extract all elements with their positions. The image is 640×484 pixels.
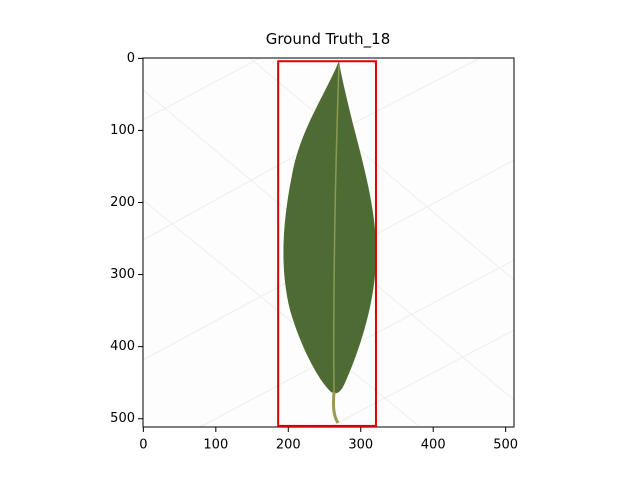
y-tick-label: 400	[110, 339, 135, 354]
leaf-image	[283, 61, 377, 424]
x-tick-label: 400	[421, 438, 446, 453]
x-tick-label: 200	[276, 438, 301, 453]
y-tick-label: 100	[110, 123, 135, 138]
x-tick-label: 300	[348, 438, 373, 453]
axes-frame	[142, 57, 515, 428]
chart-title: Ground Truth_18	[266, 30, 391, 49]
y-tick-label: 200	[110, 195, 135, 210]
y-tick-label: 0	[127, 51, 135, 66]
x-tick-label: 500	[493, 438, 518, 453]
y-tick-label: 500	[110, 411, 135, 426]
bounding-box	[277, 60, 377, 427]
y-tick-label: 300	[110, 267, 135, 282]
x-tick-label: 0	[139, 438, 147, 453]
x-tick-label: 100	[203, 438, 228, 453]
